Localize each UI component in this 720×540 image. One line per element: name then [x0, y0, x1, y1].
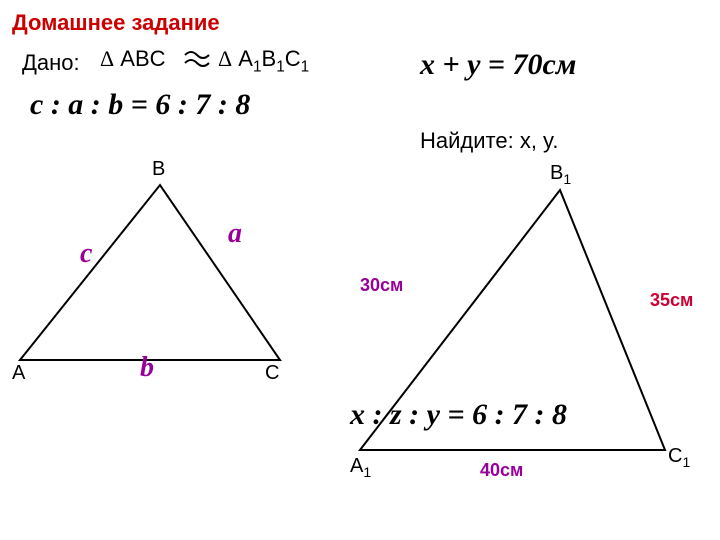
B1-letter: B	[550, 162, 563, 184]
side-30: 30см	[360, 275, 403, 296]
A1-sub: 1	[363, 464, 371, 480]
B1-sub: 1	[563, 171, 571, 187]
vertex-A1: A1	[350, 455, 371, 480]
vertex-C1: C1	[668, 445, 690, 470]
side-40: 40см	[480, 460, 523, 481]
vertex-B1: B1	[550, 162, 571, 187]
ratio-xzy: x : z : y = 6 : 7 : 8	[350, 398, 567, 432]
C1-sub: 1	[682, 454, 690, 470]
side-35: 35см	[650, 290, 693, 311]
A1-letter: A	[350, 455, 363, 477]
C1-letter: C	[668, 445, 682, 467]
